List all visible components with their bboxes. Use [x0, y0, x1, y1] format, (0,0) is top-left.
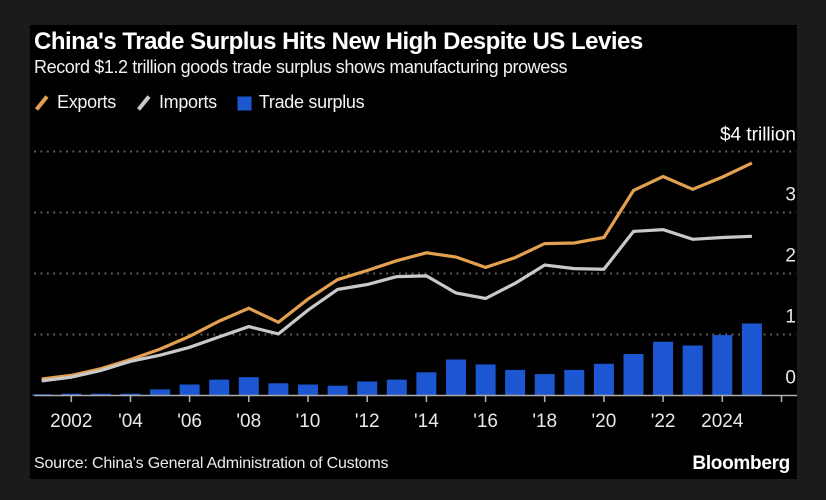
x-tick-label: '06 [177, 411, 202, 432]
imports-line-swatch-icon [136, 94, 151, 111]
y-tick-label: 2 [785, 246, 796, 267]
surplus-bar [386, 379, 407, 396]
imports-line [41, 227, 752, 383]
trade-surplus-swatch-icon [237, 96, 252, 110]
x-tick-label: '10 [296, 411, 321, 432]
surplus-bar [357, 381, 378, 396]
exports-line [41, 161, 753, 381]
surplus-bar [120, 393, 141, 396]
surplus-bar [298, 384, 318, 396]
x-tick-label: '12 [355, 411, 380, 432]
x-tick-label: 2002 [50, 411, 92, 432]
legend-item-imports: Imports [136, 92, 217, 113]
surplus-bar [534, 374, 555, 396]
x-tick-label: '18 [532, 411, 557, 432]
legend-item-trade-surplus: Trade surplus [237, 92, 365, 113]
chart-legend: Exports Imports Trade surplus [34, 92, 365, 113]
legend-label-imports: Imports [158, 92, 217, 112]
y-tick-label: 3 [785, 185, 796, 206]
legend-item-exports: Exports [34, 92, 116, 113]
surplus-bar [238, 377, 259, 396]
surplus-bar [179, 384, 200, 396]
surplus-bar [653, 341, 674, 396]
x-tick-label: '20 [592, 411, 617, 432]
y-tick-label: 1 [785, 307, 796, 328]
legend-label-exports: Exports [57, 92, 116, 112]
surplus-bar [564, 369, 585, 396]
surplus-bar [593, 363, 614, 396]
source-note: Source: China's General Administration o… [34, 455, 389, 472]
surplus-bar [505, 369, 526, 396]
surplus-bar [327, 385, 348, 396]
surplus-bar [623, 354, 644, 396]
surplus-bar [682, 345, 703, 396]
x-tick-label: '16 [473, 411, 498, 432]
trade-chart-plot: 2002 '04 '06 '08 '10 '12 '14 '16 '18 '20 '22 2024 0 1… [31, 125, 797, 432]
surplus-bar [416, 372, 437, 396]
surplus-bar [712, 335, 733, 396]
chart-subtitle: Record $1.2 trillion goods trade surplus… [34, 57, 568, 77]
exports-line-swatch-icon [34, 94, 49, 111]
y-tick-label: 0 [785, 368, 796, 389]
surplus-bar [475, 364, 496, 396]
legend-label-trade-surplus: Trade surplus [258, 92, 365, 112]
x-tick-label: '04 [118, 411, 143, 432]
surplus-bar [90, 393, 111, 396]
surplus-bar [268, 383, 289, 396]
chart-card: China's Trade Surplus Hits New High Desp… [30, 25, 797, 479]
surplus-bar [209, 379, 230, 396]
chart-title: China's Trade Surplus Hits New High Desp… [34, 28, 643, 55]
y-axis-unit-label: $4 trillion [720, 125, 796, 146]
x-tick-label: '08 [236, 411, 261, 432]
x-tick-label: '22 [651, 411, 676, 432]
x-tick-label: 2024 [701, 411, 744, 432]
x-tick-label: '14 [414, 411, 439, 432]
bloomberg-logo: Bloomberg [692, 453, 790, 474]
surplus-bar [61, 393, 82, 396]
surplus-bar [446, 359, 466, 396]
surplus-bar [741, 323, 762, 396]
surplus-bar [150, 389, 171, 396]
